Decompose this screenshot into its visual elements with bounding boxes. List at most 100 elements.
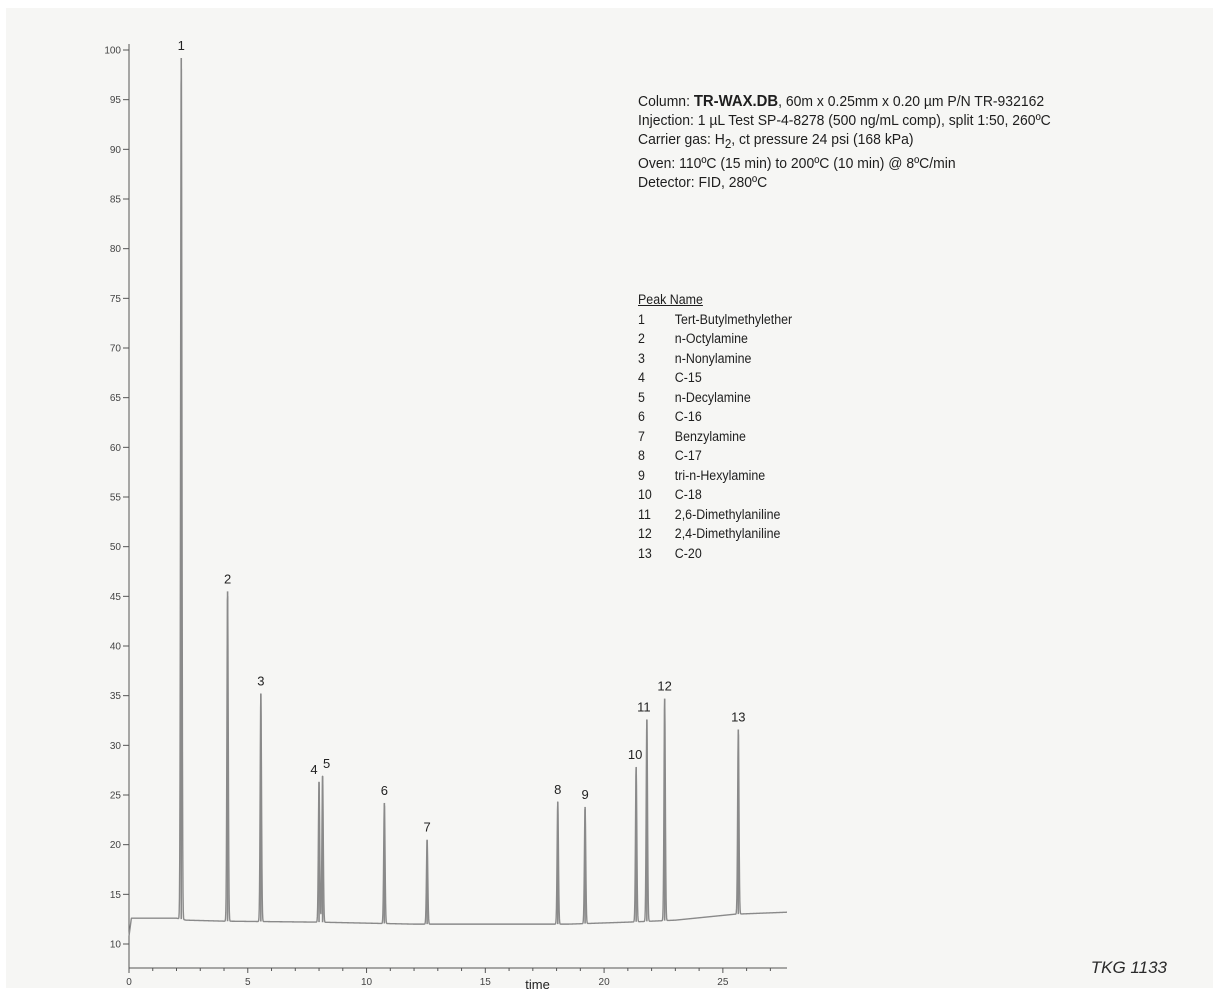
peak-number: 4 xyxy=(638,370,645,385)
peak-table-row: 1 Tert-Butylmethylether xyxy=(638,310,792,330)
peak-name: Benzylamine xyxy=(674,428,746,444)
y-tick-label: 100 xyxy=(104,46,121,57)
oven-line: Oven: 110ºC (15 min) to 200ºC (10 min) @… xyxy=(638,155,956,172)
y-tick-label: 65 xyxy=(110,393,122,404)
peak-number: 9 xyxy=(638,467,645,483)
column-prefix: Column: xyxy=(638,93,694,110)
y-tick-label: 60 xyxy=(110,443,122,454)
y-axis: 10 15 20 25 30 35 40 45 50 55 60 65 70 75 80 85 90 95 100 xyxy=(104,44,130,968)
peak-name: C-17 xyxy=(674,448,702,463)
y-tick-label: 95 xyxy=(110,95,122,106)
peak-name: tri-n-Hexylamine xyxy=(674,467,766,483)
peak-label: 6 xyxy=(381,783,388,798)
carrier-subscript: 2 xyxy=(724,137,732,151)
y-tick-label: 55 xyxy=(110,493,122,504)
carrier-prefix: Carrier gas: H xyxy=(638,131,725,148)
carrier-gas-line: Carrier gas: H2, ct pressure 24 psi (168… xyxy=(638,130,1051,154)
peak-number: 10 xyxy=(638,487,652,502)
x-tick-label: 0 xyxy=(126,977,132,988)
y-tick-label: 70 xyxy=(110,344,122,355)
peak-name: 2,4-Dimethylaniline xyxy=(674,526,781,541)
peak-table-row: 8 C-17 xyxy=(638,446,792,466)
peak-number: 6 xyxy=(638,409,645,424)
peak-number: 7 xyxy=(638,428,645,444)
y-tick-label: 25 xyxy=(110,791,122,802)
peak-name: n-Decylamine xyxy=(674,389,751,405)
y-tick-label: 40 xyxy=(110,642,122,653)
x-axis: 0 5 10 15 20 25 xyxy=(126,967,787,988)
y-tick-label: 75 xyxy=(110,294,122,305)
peak-table-row: 13 C-20 xyxy=(638,544,792,564)
peak-label: 2 xyxy=(224,571,231,586)
peak-label: 12 xyxy=(657,679,671,694)
peak-name: C-15 xyxy=(674,370,702,385)
chromatogram-line xyxy=(128,68,788,937)
peak-table-row: 11 2,6-Dimethylaniline xyxy=(638,505,792,525)
y-tick-label: 15 xyxy=(110,890,122,901)
peak-table-rows: 1 Tert-Butylmethylether 2 n-Octylamine 3 n-No… xyxy=(638,310,792,564)
peak-label: 9 xyxy=(581,787,588,802)
peak-number: 5 xyxy=(638,389,645,405)
peak-table-header: Peak Name xyxy=(638,292,703,307)
peak-label: 1 xyxy=(178,38,185,53)
peak-number: 13 xyxy=(638,545,652,561)
peak-name: C-16 xyxy=(674,409,702,424)
x-tick-label: 25 xyxy=(717,977,729,988)
y-tick-label: 90 xyxy=(110,145,122,156)
y-tick-label: 50 xyxy=(110,542,122,553)
peak-table-row: 4 C-15 xyxy=(638,368,792,388)
peak-label: 11 xyxy=(637,700,651,715)
injection-line: Injection: 1 µL Test SP-4-8278 (500 ng/m… xyxy=(638,112,1051,129)
peak-table-row: 7 Benzylamine xyxy=(638,427,792,447)
peak-name: C-20 xyxy=(674,545,702,561)
chromatogram-trace xyxy=(128,57,788,937)
x-axis-title: time xyxy=(525,977,550,992)
column-line: Column: TR-WAX.DB, 60m x 0.25mm x 0.20 µ… xyxy=(638,92,1051,111)
x-tick-label: 10 xyxy=(361,977,373,988)
x-tick-label: 20 xyxy=(599,977,611,988)
y-tick-label: 20 xyxy=(110,840,122,851)
peak-table-row: 6 C-16 xyxy=(638,407,792,427)
y-tick-label: 10 xyxy=(110,940,122,951)
peak-table-row: 10 C-18 xyxy=(638,485,792,505)
method-conditions: Column: TR-WAX.DB, 60m x 0.25mm x 0.20 µ… xyxy=(638,92,1051,192)
x-tick-label: 15 xyxy=(480,977,492,988)
column-details: , 60m x 0.25mm x 0.20 µm P/N TR-932162 xyxy=(778,93,1045,110)
peak-table-row: 2 n-Octylamine xyxy=(638,329,792,349)
peak-table-row: 3 n-Nonylamine xyxy=(638,349,792,369)
x-tick-label: 5 xyxy=(245,977,251,988)
chromatogram-panel xyxy=(6,8,1213,988)
peak-number: 3 xyxy=(638,350,645,366)
peak-name-table: Peak Name 1 Tert-Butylmethylether 2 n-Octyl… xyxy=(638,290,792,563)
y-tick-label: 45 xyxy=(110,592,122,603)
peak-table-row: 5 n-Decylamine xyxy=(638,388,792,408)
y-tick-label: 85 xyxy=(110,195,122,206)
detector-line: Detector: FID, 280ºC xyxy=(638,174,768,191)
peak-label: 3 xyxy=(257,674,264,689)
peak-table-row: 12 2,4-Dimethylaniline xyxy=(638,524,792,544)
carrier-details: , ct pressure 24 psi (168 kPa) xyxy=(731,131,914,148)
y-tick-label: 35 xyxy=(110,691,122,702)
peak-name: Tert-Butylmethylether xyxy=(674,311,793,327)
peak-name: n-Octylamine xyxy=(674,331,748,346)
peak-name: n-Nonylamine xyxy=(674,350,752,366)
document-code: TKG 1133 xyxy=(1090,958,1167,977)
peak-label: 10 xyxy=(628,747,642,762)
y-tick-label: 30 xyxy=(110,741,122,752)
y-tick-label: 80 xyxy=(110,244,122,255)
peak-table-row: 9 tri-n-Hexylamine xyxy=(638,466,792,486)
peak-number: 12 xyxy=(638,526,652,541)
peak-label: 5 xyxy=(323,756,330,771)
peak-label: 7 xyxy=(424,820,431,835)
column-name: TR-WAX.DB xyxy=(693,93,779,110)
peak-label: 8 xyxy=(554,782,561,797)
peak-label: 13 xyxy=(731,709,745,724)
peak-number: 1 xyxy=(638,311,645,327)
peak-number: 8 xyxy=(638,448,645,463)
peak-number: 11 xyxy=(638,506,651,522)
peak-name: 2,6-Dimethylaniline xyxy=(674,506,781,522)
peak-name: C-18 xyxy=(674,487,702,502)
peak-label: 4 xyxy=(310,762,317,777)
